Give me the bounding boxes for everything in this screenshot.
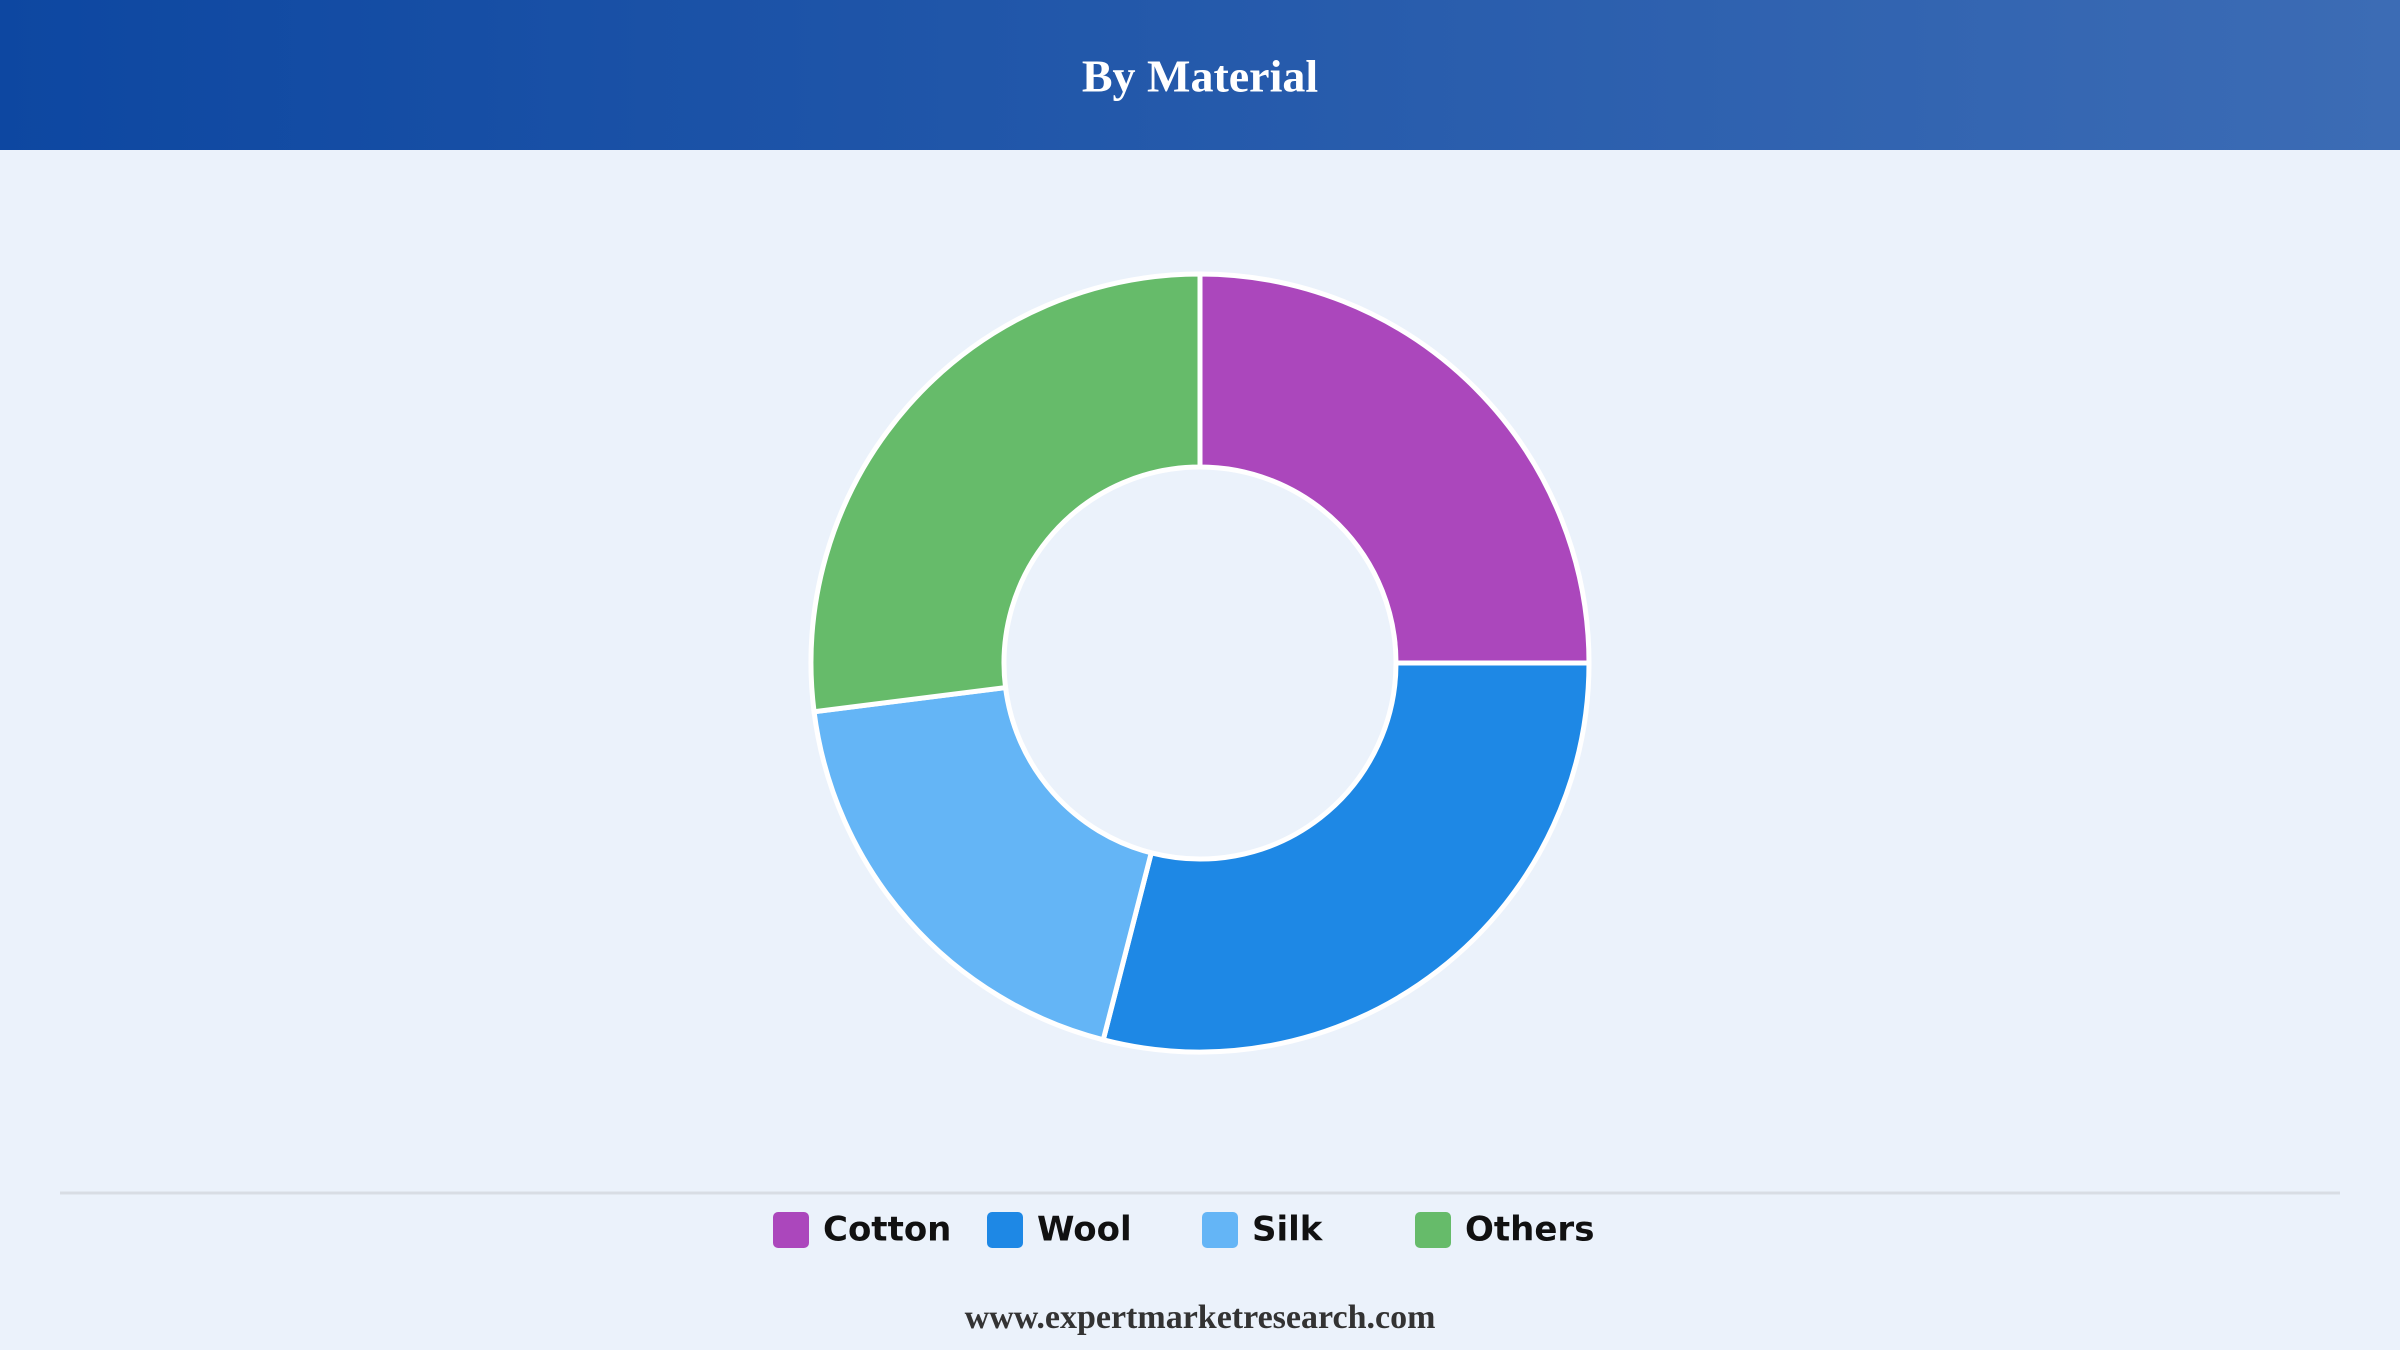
donut-slice: [811, 684, 1155, 1043]
legend-swatch: [987, 1212, 1023, 1248]
legend-swatch: [1202, 1212, 1238, 1248]
legend-swatch: [773, 1212, 809, 1248]
legend-label: Wool: [1037, 1210, 1132, 1250]
donut-slice: [1100, 660, 1592, 1055]
donut-slice: [808, 271, 1203, 715]
legend-label: Others: [1465, 1210, 1594, 1250]
header-bar: [0, 0, 2400, 150]
legend-swatch: [1415, 1212, 1451, 1248]
chart-title: By Material: [1082, 51, 1318, 102]
donut-slice: [1197, 271, 1592, 666]
legend-label: Cotton: [823, 1210, 951, 1250]
donut: [808, 271, 1592, 1055]
legend: Cotton Wool Silk Others: [773, 1210, 1594, 1250]
legend-label: Silk: [1252, 1210, 1324, 1250]
source: www.expertmarketresearch.com: [965, 1299, 1436, 1336]
